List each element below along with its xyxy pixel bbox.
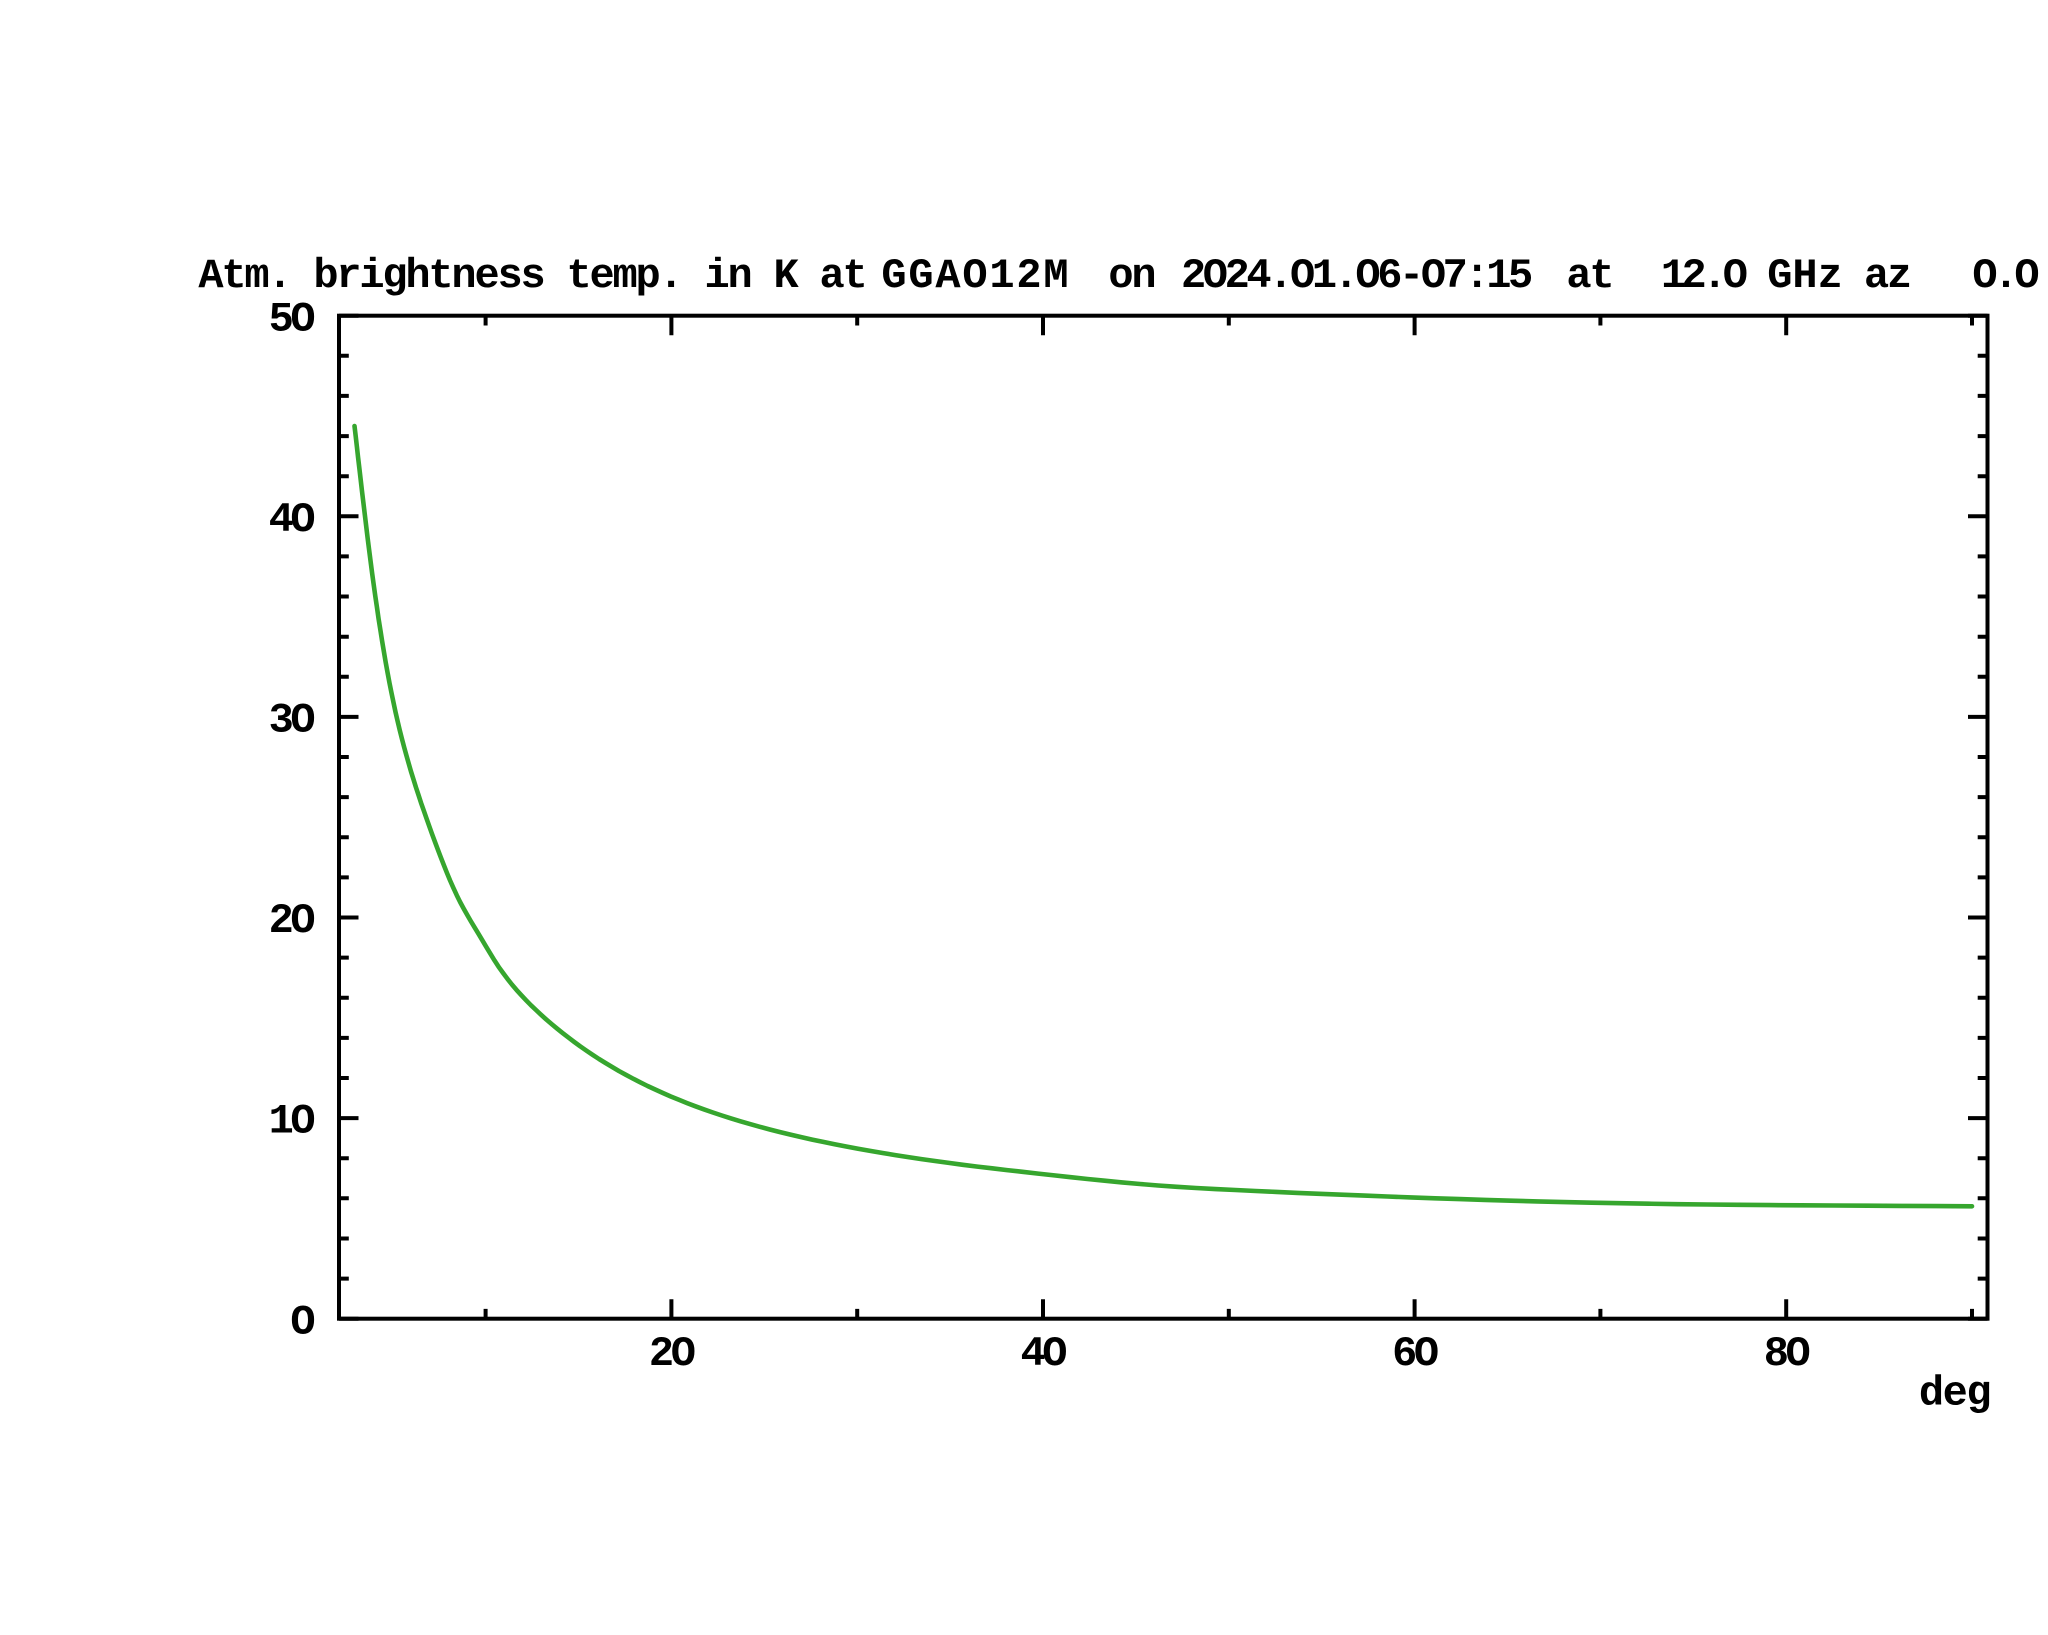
svg-text:3O: 3O xyxy=(269,697,315,745)
svg-text:O.O: O.O xyxy=(1972,252,2038,300)
svg-text:at: at xyxy=(1566,252,1612,300)
svg-text:on: on xyxy=(1108,252,1154,300)
svg-text:12.O: 12.O xyxy=(1661,252,1747,300)
svg-text:2O: 2O xyxy=(269,897,315,945)
svg-text:2O24.O1.O6-O7:15: 2O24.O1.O6-O7:15 xyxy=(1181,252,1532,300)
svg-text:GGAO12M: GGAO12M xyxy=(881,252,1070,300)
svg-text:deg: deg xyxy=(1919,1369,1990,1417)
svg-text:Atm. brightness temp. in K at: Atm. brightness temp. in K at xyxy=(198,252,865,300)
svg-text:GHz: GHz xyxy=(1767,252,1843,300)
svg-text:O: O xyxy=(290,1298,314,1346)
svg-text:1O: 1O xyxy=(269,1098,315,1146)
svg-text:2O: 2O xyxy=(649,1330,695,1378)
svg-text:4O: 4O xyxy=(269,496,315,544)
svg-text:az: az xyxy=(1864,252,1910,300)
svg-text:5O: 5O xyxy=(269,295,315,343)
svg-text:6O: 6O xyxy=(1392,1330,1438,1378)
svg-text:4O: 4O xyxy=(1021,1330,1067,1378)
svg-text:8O: 8O xyxy=(1764,1330,1810,1378)
